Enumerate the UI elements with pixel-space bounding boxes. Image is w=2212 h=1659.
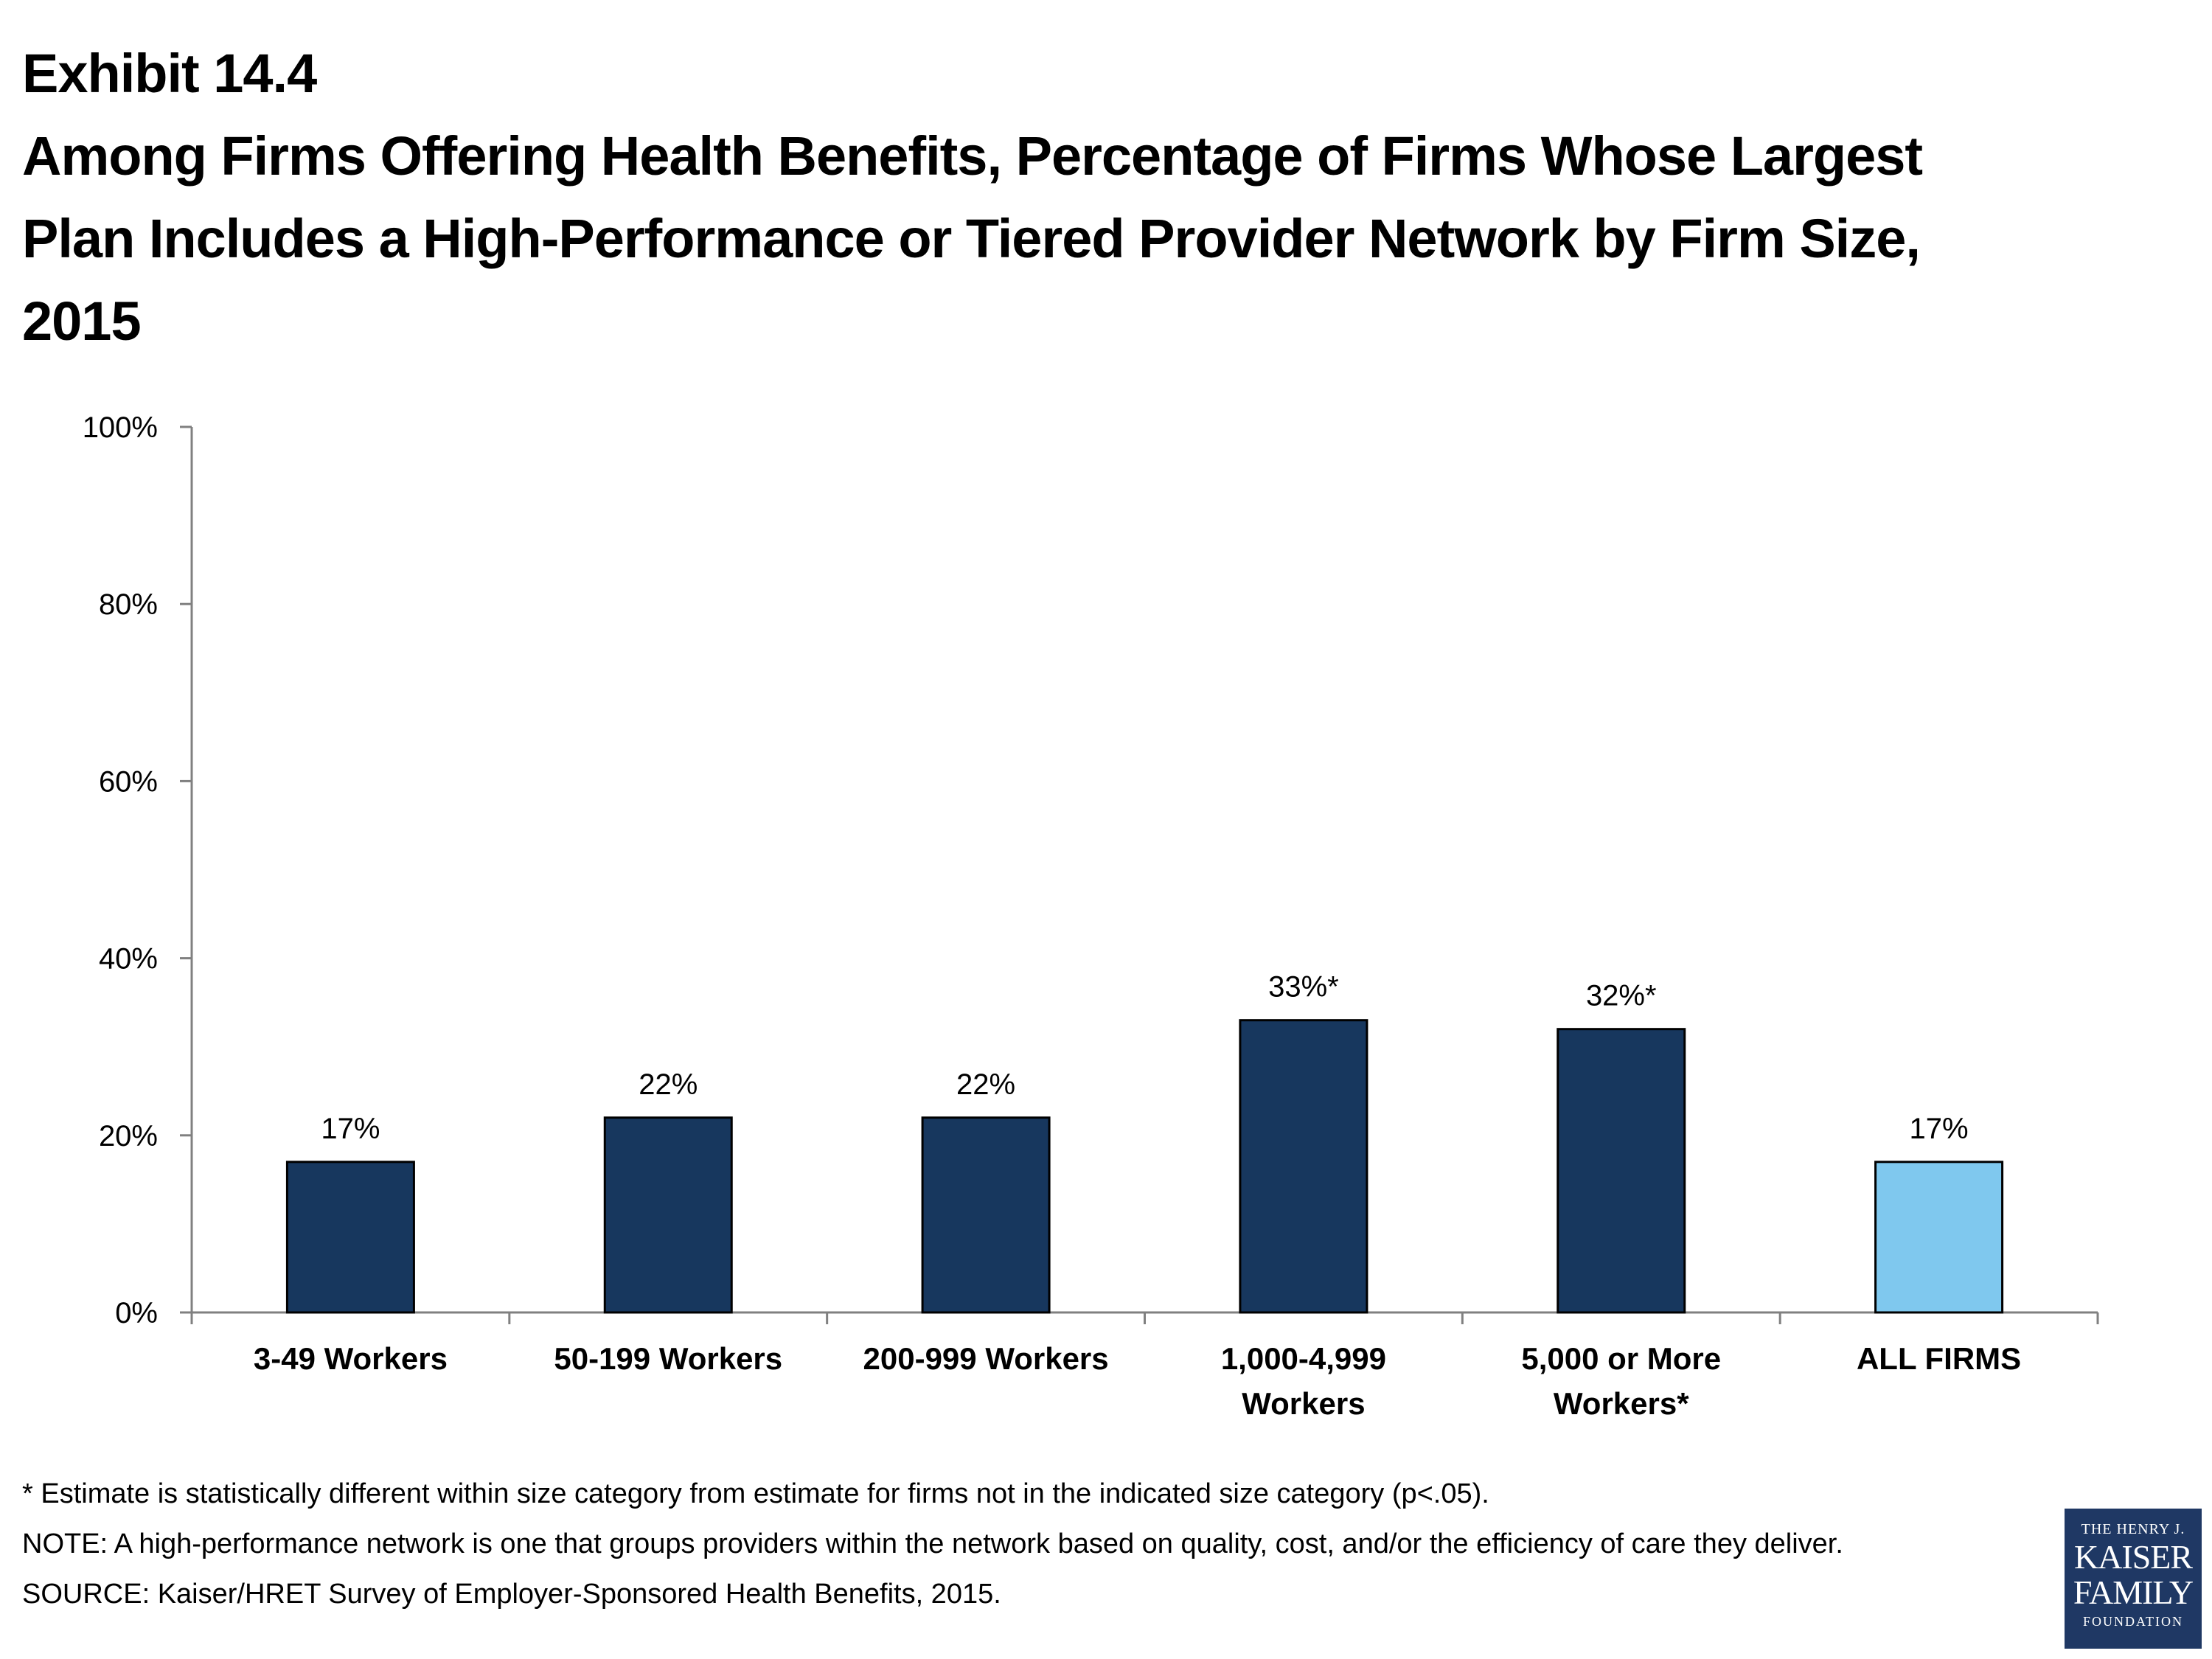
title-line-1: Among Firms Offering Health Benefits, Pe…: [22, 125, 1923, 187]
logo-line-4: FOUNDATION: [2083, 1614, 2183, 1629]
bar: [603, 1116, 733, 1314]
y-tick-label: 20%: [99, 1120, 158, 1152]
bar: [921, 1116, 1051, 1314]
kaiser-family-foundation-logo: THE HENRY J. KAISER FAMILY FOUNDATION: [2065, 1509, 2202, 1649]
title-line-2: Plan Includes a High-Performance or Tier…: [22, 208, 1921, 269]
y-tick-label: 0%: [115, 1297, 158, 1329]
logo-line-2: KAISER: [2073, 1538, 2193, 1576]
y-axis: 0% 20% 40% 60% 80% 100%: [83, 411, 193, 1329]
category-label: 1,000-4,999: [1221, 1341, 1386, 1376]
title-line-3: 2015: [22, 291, 142, 352]
data-label: 22%: [956, 1068, 1015, 1101]
bar: [1874, 1161, 2004, 1314]
bar: [1239, 1019, 1368, 1314]
category-labels: 3-49 Workers 50-199 Workers 200-999 Worker…: [254, 1341, 2021, 1421]
footnotes: * Estimate is statistically different wi…: [22, 1475, 2013, 1625]
category-label: 200-999 Workers: [863, 1341, 1109, 1376]
significance-footnote: * Estimate is statistically different wi…: [22, 1478, 1489, 1509]
y-tick-label: 100%: [83, 411, 158, 444]
source-footnote: SOURCE: Kaiser/HRET Survey of Employer-S…: [22, 1579, 1001, 1610]
y-tick-label: 40%: [99, 943, 158, 975]
logo-line-3: FAMILY: [2073, 1573, 2194, 1611]
chart-title: Exhibit 14.4 Among Firms Offering Health…: [22, 32, 2190, 363]
data-labels: 17% 22% 22% 33%* 32%* 17%: [321, 971, 1968, 1145]
y-tick-label: 80%: [99, 588, 158, 621]
category-label: ALL FIRMS: [1857, 1341, 2021, 1376]
note-footnote: NOTE: A high-performance network is one …: [22, 1528, 1843, 1559]
exhibit-number: Exhibit 14.4: [22, 43, 317, 104]
bars: [285, 1019, 2004, 1314]
data-label: 17%: [321, 1113, 380, 1145]
category-label: 50-199 Workers: [554, 1341, 782, 1376]
bar: [1557, 1028, 1686, 1314]
bar-chart: 0% 20% 40% 60% 80% 100% 17% 22% 22% 33%* 32%*17% …: [83, 411, 2099, 1421]
y-tick-label: 60%: [99, 765, 158, 798]
data-label: 22%: [639, 1068, 698, 1101]
data-label: 17%: [1910, 1113, 1969, 1145]
data-label: 32%*: [1586, 980, 1657, 1012]
category-label: Workers*: [1554, 1386, 1689, 1421]
bar: [285, 1161, 415, 1314]
x-axis: [190, 1311, 2099, 1324]
category-label: Workers: [1242, 1386, 1365, 1421]
data-label: 33%*: [1268, 971, 1339, 1004]
logo-line-1: THE HENRY J.: [2081, 1521, 2185, 1537]
category-label: 3-49 Workers: [254, 1341, 448, 1376]
category-label: 5,000 or More: [1521, 1341, 1721, 1376]
